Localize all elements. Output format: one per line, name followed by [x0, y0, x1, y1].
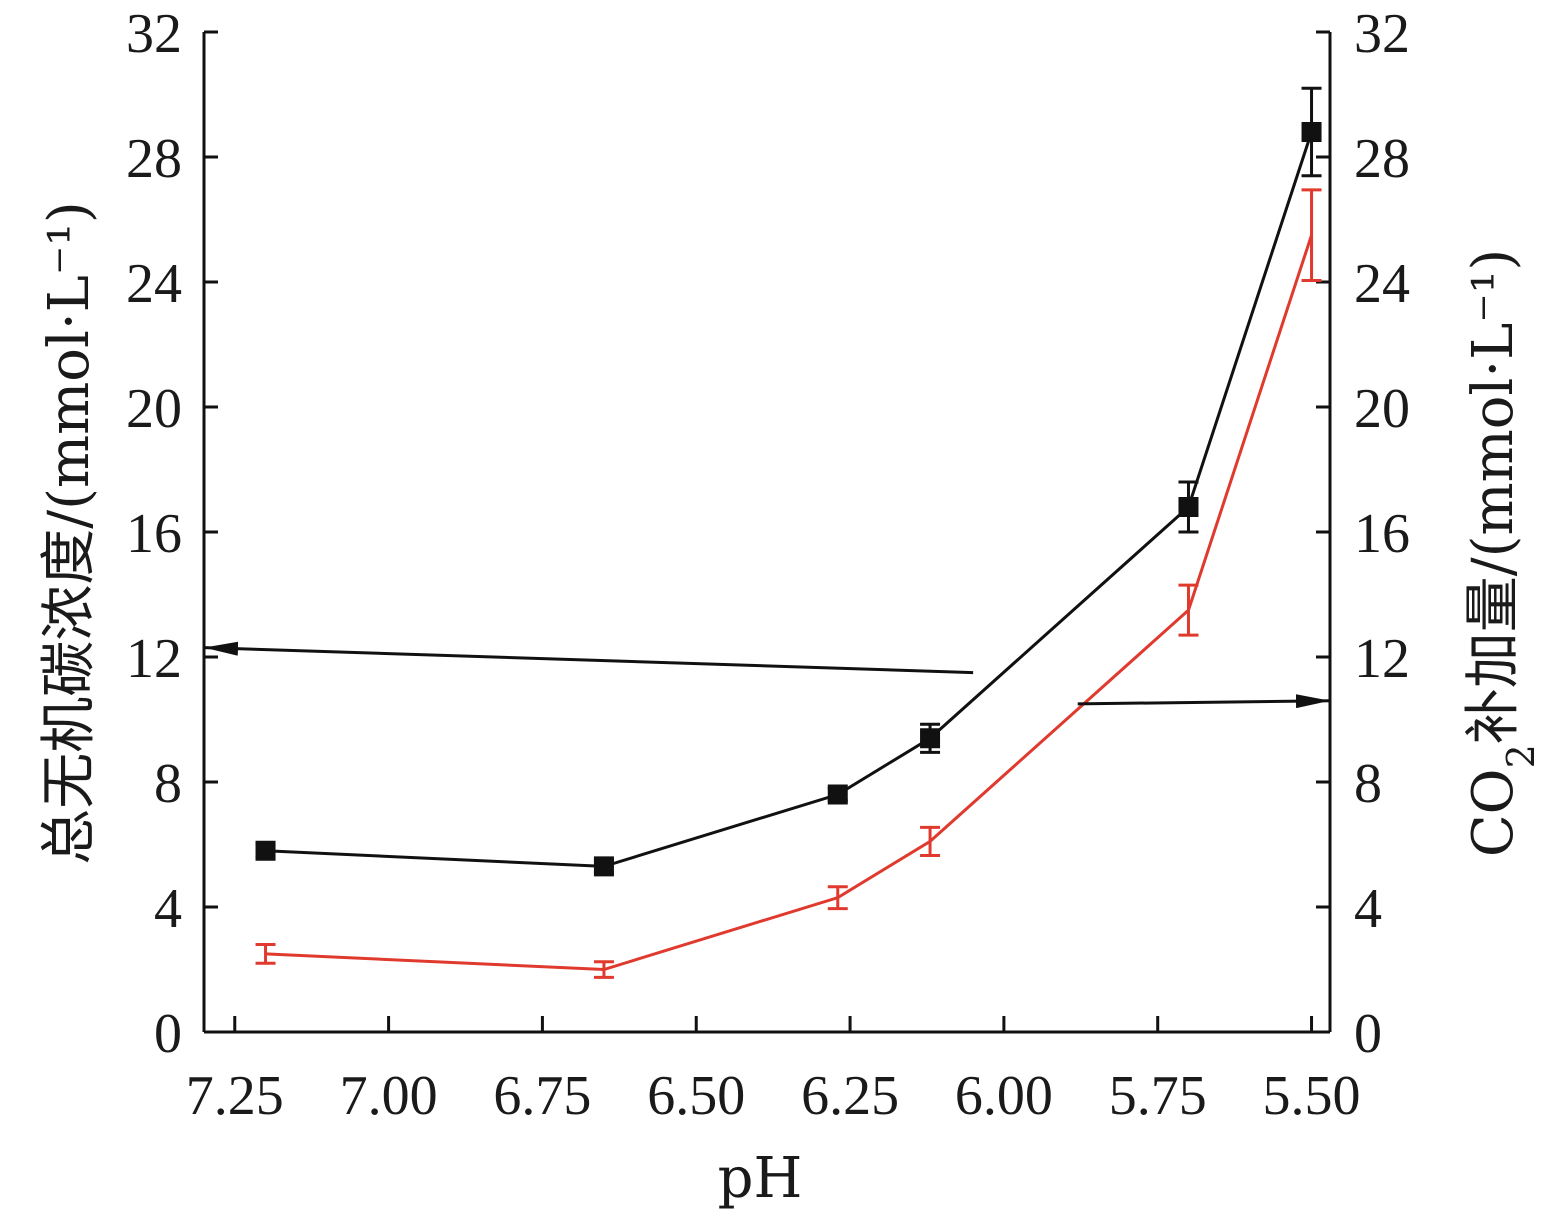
y-axis-title-left: 总无机碳浓度/(mmol·L⁻¹): [37, 201, 102, 864]
y-tick-label-right: 0: [1354, 1003, 1382, 1065]
y-tick-label-right: 12: [1354, 628, 1410, 690]
series-1-point: [593, 856, 614, 877]
x-tick-label: 6.00: [955, 1065, 1053, 1127]
x-tick-label: 7.25: [186, 1065, 284, 1127]
series-1-point: [1301, 122, 1322, 142]
series-1-point: [1178, 497, 1199, 517]
y-tick-label-right: 20: [1354, 378, 1410, 440]
x-axis-title: pH: [718, 1146, 803, 1211]
x-tick-label: 6.75: [493, 1065, 591, 1127]
series-1-point: [920, 728, 941, 749]
y-tick-label-left: 24: [126, 253, 182, 315]
y-tick-label-right: 28: [1354, 128, 1410, 190]
y-tick-label-left: 8: [154, 753, 182, 815]
arrow-to-right-axis: [1077, 694, 1331, 709]
y-tick-label-right: 4: [1354, 878, 1382, 940]
y-axis-title-right-rest: 补加量/(mmol·L⁻¹): [1461, 249, 1526, 744]
y-axis-title-right-co: CO: [1461, 768, 1526, 857]
y-tick-label-left: 20: [126, 378, 182, 440]
x-tick-label: 6.50: [647, 1065, 745, 1127]
series-2-line: [265, 234, 1313, 972]
x-tick-label: 6.25: [801, 1065, 899, 1127]
y-axis-title-right: CO2补加量/(mmol·L⁻¹): [1461, 249, 1543, 857]
series-1-point: [255, 840, 276, 861]
y-tick-label-left: 28: [126, 128, 182, 190]
y-tick-label-left: 12: [126, 628, 182, 690]
y-tick-label-right: 24: [1354, 253, 1410, 315]
series-1-point: [827, 784, 848, 805]
y-tick-label-right: 16: [1354, 503, 1410, 565]
x-tick-label: 7.00: [340, 1065, 438, 1127]
y-tick-label-right: 32: [1354, 3, 1410, 65]
x-tick-label: 5.75: [1109, 1065, 1207, 1127]
arrow-to-left-axis: [203, 641, 974, 675]
x-tick-label: 5.50: [1263, 1065, 1361, 1127]
ticks: 0 0 4 4 8 8 12 12 16 16 20 20 24 24 28 28 32 32 7.25 7.00 6.…: [126, 3, 1410, 1127]
y-tick-label-right: 8: [1354, 753, 1382, 815]
annotations: [203, 641, 1331, 709]
y-tick-label-left: 32: [126, 3, 182, 65]
series-layer: [255, 86, 1322, 979]
y-tick-label-left: 16: [126, 503, 182, 565]
y-tick-label-left: 4: [154, 878, 182, 940]
y-tick-label-left: 0: [154, 1003, 182, 1065]
y-axis-title-right-subscript: 2: [1499, 744, 1543, 768]
series-1-line: [265, 131, 1313, 868]
